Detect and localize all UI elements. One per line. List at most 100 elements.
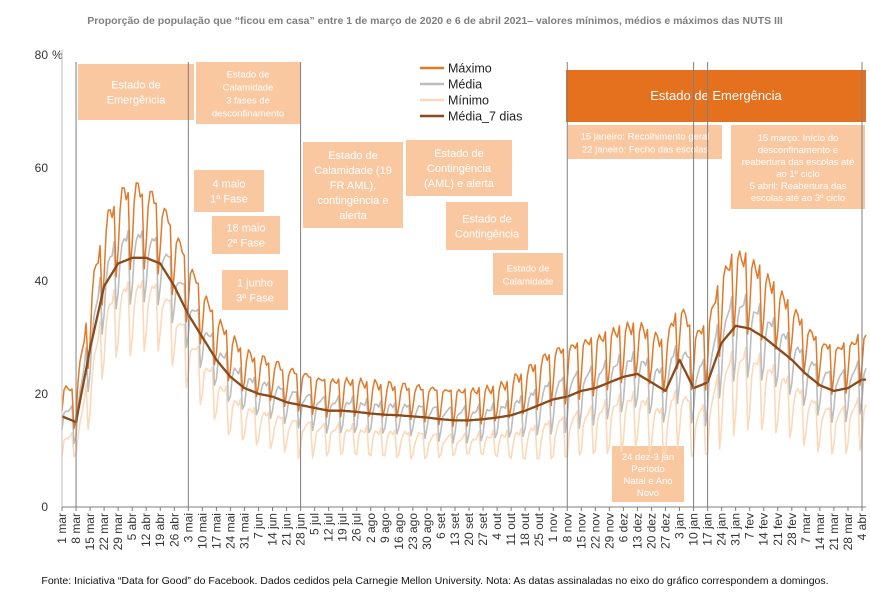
annotation-text: 5 abril: Reabertura das: [750, 181, 847, 192]
annotation-box: Estado de Calamidade 3 fases de desconfinam…: [196, 62, 300, 124]
annotation-text: Estado de: [462, 214, 512, 226]
annotation-box-bg: [568, 125, 722, 159]
series-lines: [61, 182, 867, 460]
annotation-text: 1 junho: [237, 278, 273, 290]
x-tick-label: 14 fev: [757, 513, 771, 546]
annotation-box-bg: [212, 216, 280, 254]
x-tick-label: 18 out: [518, 512, 532, 546]
x-tick-label: 21 mar: [827, 513, 841, 550]
annotation-text: 15 janeiro: Recolhimento geral: [581, 132, 710, 143]
annotation-text: reabertura das escolas até: [742, 157, 854, 168]
x-tick-label: 15 mar: [83, 513, 97, 550]
x-tick-label: 20 set: [462, 512, 476, 545]
x-tick-label: 5 abr: [125, 513, 139, 540]
annotation-text: desconfinamento: [212, 109, 284, 120]
x-axis: 1 mar 8 mar 15 mar 22 mar 29 mar 5 abr 12 abr 1…: [55, 50, 869, 550]
x-tick-label: 11 out: [504, 512, 518, 545]
annotation-text: 3 fases de: [226, 96, 270, 107]
legend-label: Mínimo: [448, 94, 489, 108]
legend-label: Média: [448, 78, 482, 92]
y-tick-label: 0: [41, 500, 48, 514]
annotation-box-bg: [446, 202, 528, 250]
y-axis: 0 20 40 60 80 %: [35, 48, 63, 514]
x-tick-label: 26 jul: [350, 513, 364, 542]
annotation-box-bg: [731, 125, 865, 209]
event-lines: [75, 62, 863, 507]
x-tick-label: 3 mai: [181, 513, 195, 542]
annotation-text: Estado de: [434, 148, 484, 160]
annotation-text: 22 janeiro: Fecho das escolas: [582, 145, 708, 156]
annotation-text: Calamidade: [503, 277, 554, 288]
annotation-text: Calamidade (19: [314, 165, 392, 177]
annotation-text: ao 1º ciclo: [776, 169, 820, 180]
annotation-text: 2ª Fase: [227, 238, 265, 250]
x-tick-label: 23 ago: [406, 513, 420, 550]
annotation-box-bg: [78, 64, 194, 120]
x-tick-label: 28 mar: [841, 513, 855, 550]
annotation-text: escolas até ao 3º ciclo: [751, 193, 845, 204]
x-tick-label: 9 ago: [378, 513, 392, 543]
annotation-box: Estado de Emergência: [78, 64, 194, 120]
x-tick-label: 19 abr: [153, 513, 167, 547]
x-tick-label: 13 set: [448, 512, 462, 545]
series-line-media: [61, 229, 867, 445]
x-tick-label: 28 fev: [785, 513, 799, 546]
series-line-minimo: [61, 279, 867, 460]
x-tick-label: 25 out: [532, 512, 546, 546]
x-tick-label: 6 dez: [616, 513, 630, 542]
x-tick-label: 15 nov: [574, 513, 588, 549]
annotation-box-bg: [612, 446, 684, 502]
x-tick-label: 10 jan: [687, 513, 701, 546]
x-tick-label: 21 jun: [280, 513, 294, 546]
series-line-media7: [61, 256, 866, 424]
annotation-box: Estado de Calamidade (19 FR AML), contingên…: [303, 142, 403, 228]
annotation-box-bg: [222, 270, 288, 310]
x-tick-label: 31 jan: [729, 513, 743, 546]
x-tick-label: 17 jan: [701, 513, 715, 546]
annotation-box: Estado de Emergência: [566, 70, 866, 122]
annotation-text: contingência e: [318, 195, 389, 207]
y-tick-label: 20: [35, 387, 49, 401]
annotation-box: 4 maio 1ª Fase: [194, 170, 264, 212]
y-tick-label: 60: [35, 161, 49, 175]
x-tick-label: 7 jun: [251, 513, 265, 539]
x-tick-label: 1 mar: [55, 513, 69, 544]
annotation-boxes: Estado de Emergência Estado de Calamidade 3 …: [78, 62, 866, 502]
x-tick-label: 24 jan: [715, 513, 729, 546]
annotation-text: (AML) e alerta: [424, 178, 495, 190]
legend-label: Média_7 dias: [448, 110, 522, 124]
x-tick-label: 27 set: [476, 512, 490, 545]
annotation-box: Estado de Contingência: [446, 202, 528, 250]
x-tick-label: 3 jan: [673, 513, 687, 539]
y-tick-label: 80: [35, 48, 49, 62]
annotation-text: Estado de: [111, 80, 161, 92]
annotation-text: Novo: [637, 488, 659, 499]
x-tick-label: 22 nov: [588, 513, 602, 549]
annotation-text: Período: [631, 464, 664, 475]
y-tick-label: 40: [35, 274, 49, 288]
annotation-box-bg: [493, 253, 563, 295]
annotation-text: alerta: [339, 210, 367, 222]
x-tick-label: 17 mai: [209, 513, 223, 549]
annotation-text: Estado de: [227, 70, 270, 81]
annotation-box: 15 janeiro: Recolhimento geral 22 janeiro…: [568, 125, 722, 159]
annotation-text: 1ª Fase: [210, 194, 248, 206]
annotation-text: 15 março: Início do: [758, 133, 839, 144]
annotation-box: Estado de Calamidade: [493, 253, 563, 295]
series-line-maximo: [61, 182, 867, 430]
annotation-box-bg: [406, 140, 512, 196]
x-tick-label: 12 abr: [139, 513, 153, 547]
x-tick-label: 16 ago: [392, 513, 406, 550]
x-tick-label: 19 jul: [336, 513, 350, 542]
annotation-box-bg: [196, 62, 300, 124]
x-tick-label: 30 ago: [420, 513, 434, 550]
x-tick-label: 7 fev: [743, 513, 757, 539]
annotation-text: 18 maio: [226, 223, 265, 235]
x-tick-label: 22 mar: [97, 513, 111, 550]
x-tick-label: 14 jun: [266, 513, 280, 546]
annotation-text: Contingência: [455, 229, 520, 241]
x-tick-label: 27 dez: [659, 513, 673, 549]
